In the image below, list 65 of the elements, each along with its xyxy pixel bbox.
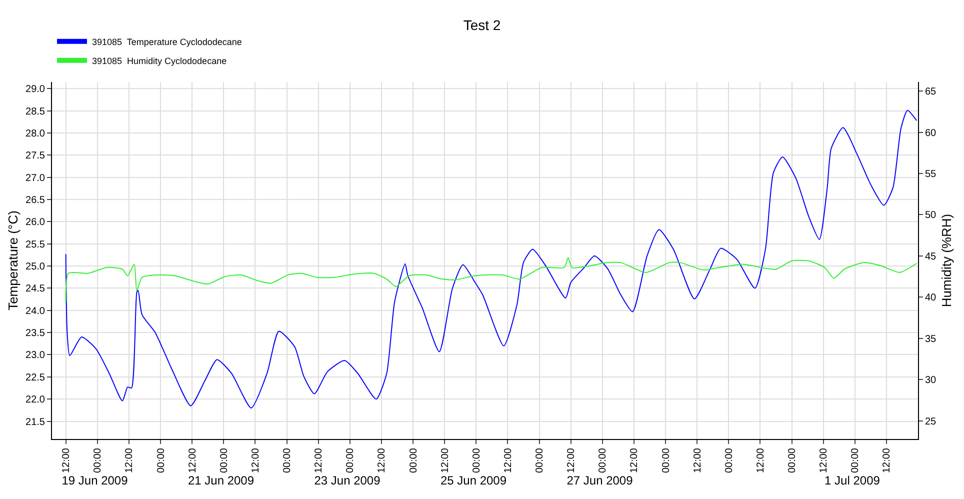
x-tick-label: 00:00 xyxy=(598,448,609,474)
y-tick-label: 22.5 xyxy=(26,372,46,384)
x-tick-label: 12:00 xyxy=(692,448,704,474)
y-tick-label: 23.0 xyxy=(26,350,46,362)
y-tick-label: 25.0 xyxy=(26,262,46,273)
x-tick-label: 00:00 xyxy=(408,448,420,474)
y2-tick-label: 60 xyxy=(925,128,937,139)
x-tick-label: 00:00 xyxy=(534,448,546,474)
x-tick-label: 12:00 xyxy=(566,448,578,474)
y2-tick-label: 40 xyxy=(925,292,937,304)
y-tick-label: 28.5 xyxy=(26,106,46,118)
y-tick-label: 26.5 xyxy=(26,195,46,206)
x-tick-label: 00:00 xyxy=(345,448,356,474)
x-tick-label: 00:00 xyxy=(724,448,735,474)
x-tick-label: 12:00 xyxy=(629,448,640,474)
chart-title: Test 2 xyxy=(463,16,501,33)
x-tick-label: 00:00 xyxy=(282,448,293,474)
x2-tick-label: 19 Jun 2009 xyxy=(62,473,128,488)
y2-axis-title: Humidity (%RH) xyxy=(939,214,954,308)
x2-tick-label: 27 Jun 2009 xyxy=(566,473,634,488)
y2-tick-label: 25 xyxy=(925,416,937,428)
line-series xyxy=(65,257,918,303)
x-tick-label: 12:00 xyxy=(61,448,72,474)
legend-label: 391085 Humidity Cyclododecane xyxy=(92,56,227,66)
x-tick-label: 12:00 xyxy=(376,448,388,474)
y-tick-label: 22.0 xyxy=(26,394,46,406)
y2-tick-label: 50 xyxy=(925,210,937,222)
x-tick-label: 00:00 xyxy=(787,448,798,474)
x-tick-label: 00:00 xyxy=(660,448,672,474)
x2-tick-label: 1 Jul 2009 xyxy=(824,473,880,488)
x-tick-label: 12:00 xyxy=(314,448,325,474)
x-tick-label: 12:00 xyxy=(440,448,451,474)
y-tick-label: 24.0 xyxy=(26,306,46,317)
y-tick-label: 23.5 xyxy=(26,328,46,340)
x-tick-label: 12:00 xyxy=(882,448,893,474)
y-axis-title: Temperature (°C) xyxy=(5,210,20,310)
x2-tick-label: 21 Jun 2009 xyxy=(188,473,254,488)
y2-tick-label: 45 xyxy=(925,251,937,262)
x-tick-label: 00:00 xyxy=(92,448,104,474)
x-tick-label: 12:00 xyxy=(250,448,262,474)
x2-tick-label: 23 Jun 2009 xyxy=(314,473,381,488)
x2-tick-label: 25 Jun 2009 xyxy=(440,473,507,488)
y2-tick-label: 35 xyxy=(925,334,937,345)
x-tick-label: 12:00 xyxy=(818,448,830,474)
y-tick-label: 27.5 xyxy=(26,150,46,162)
y2-tick-label: 30 xyxy=(925,375,937,386)
y-tick-label: 24.5 xyxy=(26,284,46,295)
y-tick-label: 25.5 xyxy=(26,239,46,250)
x-tick-label: 00:00 xyxy=(850,448,862,474)
x-tick-label: 12:00 xyxy=(755,448,766,474)
y-tick-label: 28.0 xyxy=(26,128,46,140)
y-tick-label: 27.0 xyxy=(26,172,46,184)
y-tick-label: 29.0 xyxy=(26,84,46,96)
x-tick-label: 00:00 xyxy=(218,448,230,474)
y2-tick-label: 65 xyxy=(925,86,937,98)
x-tick-label: 12:00 xyxy=(187,448,198,474)
x-tick-label: 12:00 xyxy=(502,448,514,474)
x-tick-label: 00:00 xyxy=(471,448,482,474)
y-tick-label: 21.5 xyxy=(26,416,46,428)
y-tick-label: 26.0 xyxy=(26,217,46,228)
x-tick-label: 00:00 xyxy=(156,448,167,474)
y2-tick-label: 55 xyxy=(925,169,937,180)
line-series xyxy=(65,110,918,408)
x-tick-label: 12:00 xyxy=(124,448,136,474)
legend-label: 391085 Temperature Cyclododecane xyxy=(92,36,242,47)
